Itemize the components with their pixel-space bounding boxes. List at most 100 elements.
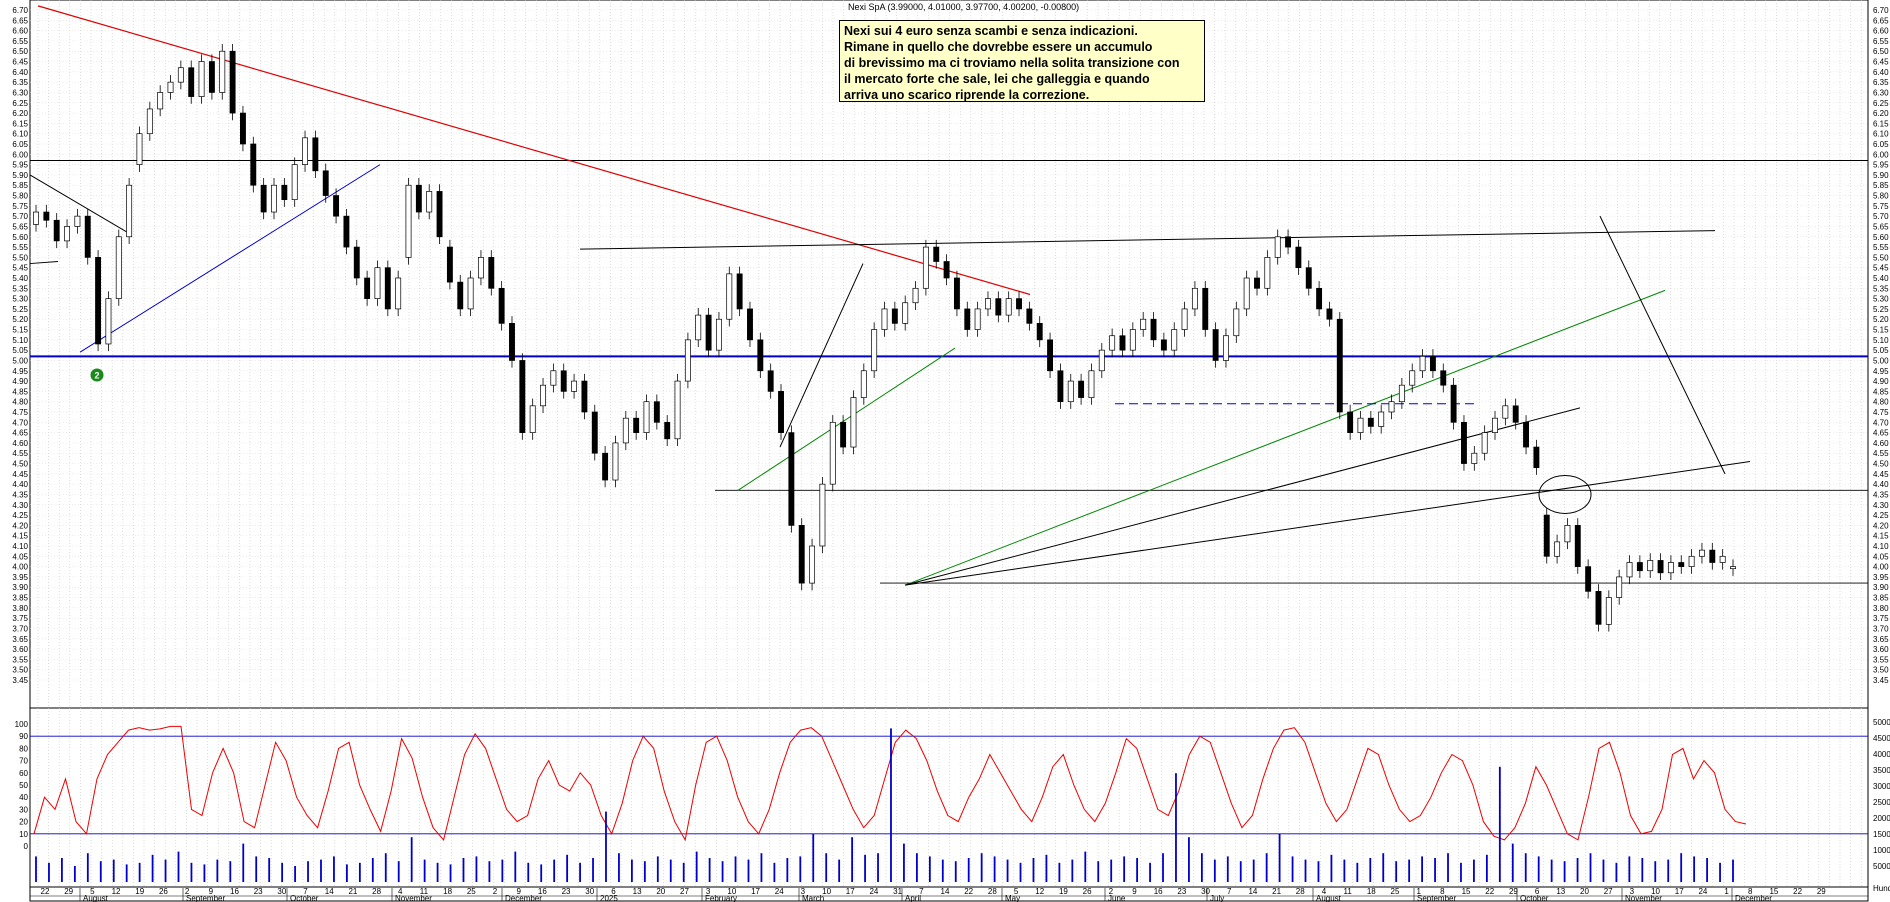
candle-body	[271, 184, 277, 213]
price-tick-right: 6.05	[1873, 140, 1889, 149]
volume-bar	[1343, 859, 1346, 882]
candle-body	[1564, 525, 1571, 543]
price-tick-right: 5.10	[1873, 336, 1889, 345]
date-tick: 9	[1132, 887, 1137, 896]
candle-body	[395, 277, 402, 310]
volume-bar	[1136, 858, 1139, 882]
price-tick-left: 6.10	[12, 130, 28, 139]
volume-bar	[799, 856, 802, 882]
candle-body	[1533, 446, 1540, 469]
date-tick: 12	[1035, 887, 1044, 896]
date-tick: 14	[941, 887, 950, 896]
candle-body	[860, 370, 867, 398]
price-tick-right: 5.05	[1873, 346, 1889, 355]
volume-bar	[1149, 862, 1151, 882]
date-tick: 2	[1109, 887, 1114, 896]
candle-body	[643, 401, 650, 433]
price-tick-left: 5.10	[12, 336, 28, 345]
volume-bar	[1097, 861, 1100, 882]
price-tick-right: 6.15	[1873, 119, 1889, 128]
volume-bar	[1511, 843, 1514, 882]
candle-body	[467, 277, 474, 310]
price-tick-left: 4.10	[12, 542, 28, 551]
date-tick: 12	[112, 887, 121, 896]
candle-body	[581, 380, 588, 413]
price-candles	[33, 44, 1736, 632]
price-tick-right: 6.50	[1873, 47, 1889, 56]
date-tick: 28	[372, 887, 381, 896]
volume-bar	[397, 861, 400, 882]
candle-body	[1243, 277, 1250, 310]
date-tick: 16	[1154, 887, 1163, 896]
candle-body	[53, 219, 60, 242]
candle-body	[74, 215, 81, 227]
month-tick: December	[505, 894, 542, 902]
price-tick-left: 6.60	[12, 27, 28, 36]
price-tick-left: 4.55	[12, 449, 28, 458]
volume-bar	[682, 862, 685, 882]
axis-labels: 6.70 6.706.65 6.656.60 6.606.55 6.556.50 6.50…	[12, 6, 1890, 902]
candle-body	[436, 191, 443, 238]
price-tick-right: 4.55	[1873, 449, 1889, 458]
volume-bar	[1045, 854, 1048, 882]
volume-bar	[1473, 859, 1475, 882]
price-tick-right: 4.90	[1873, 377, 1889, 386]
volume-bar	[877, 853, 879, 882]
volume-bar	[436, 862, 439, 882]
volume-bar	[695, 851, 698, 882]
price-tick-right: 5.85	[1873, 181, 1889, 190]
date-tick: 26	[1083, 887, 1092, 896]
volume-bar	[242, 843, 245, 882]
volume-bar	[1265, 853, 1268, 882]
price-tick-right: 3.95	[1873, 573, 1889, 582]
highlight-ellipse	[1538, 474, 1592, 514]
volume-bar	[371, 858, 374, 882]
date-tick: 9	[209, 887, 214, 896]
volume-bar	[1706, 858, 1708, 882]
candle-body	[1595, 591, 1602, 625]
volume-bar	[630, 859, 633, 882]
date-tick: 7	[1227, 887, 1232, 896]
volume-bar	[1071, 859, 1074, 882]
volume-bar	[1485, 854, 1488, 882]
price-tick-left: 6.45	[12, 58, 28, 67]
price-tick-right: 4.85	[1873, 387, 1889, 396]
date-tick: 25	[467, 887, 476, 896]
price-tick-left: 5.95	[12, 161, 28, 170]
price-tick-right: 3.55	[1873, 655, 1889, 664]
candle-body	[477, 257, 484, 279]
candle-body	[1461, 421, 1467, 464]
volume-bar	[73, 866, 76, 882]
candle-body	[498, 287, 505, 324]
candle-body	[509, 323, 515, 361]
candle-body	[1098, 349, 1105, 372]
candle-body	[1336, 318, 1343, 413]
volume-tick: 40000	[1873, 750, 1890, 759]
candle-body	[1191, 287, 1198, 310]
date-tick: 6	[611, 887, 616, 896]
candle-body	[260, 184, 267, 213]
volume-bar	[1524, 853, 1527, 882]
date-tick: 23	[254, 887, 263, 896]
date-tick: 10	[1651, 887, 1660, 896]
volume-bar	[786, 858, 789, 882]
date-tick: 27	[680, 887, 689, 896]
trend-lines	[29, 5, 1868, 586]
volume-bar	[294, 866, 296, 882]
volume-bar	[125, 864, 128, 882]
price-tick-left: 5.60	[12, 233, 28, 242]
volume-bar	[475, 856, 478, 882]
candle-body	[250, 143, 257, 186]
volume-bar	[1719, 862, 1721, 882]
volume-bar	[747, 859, 750, 882]
date-tick: 2	[185, 887, 190, 896]
candle-body	[1274, 236, 1281, 258]
price-tick-left: 3.80	[12, 604, 28, 613]
month-tick: September	[1417, 894, 1456, 902]
candle-body	[1016, 298, 1022, 310]
date-tick: 25	[1391, 887, 1400, 896]
plot-border	[29, 0, 1869, 902]
volume-bar	[177, 851, 180, 882]
volume-bar	[1291, 856, 1294, 882]
